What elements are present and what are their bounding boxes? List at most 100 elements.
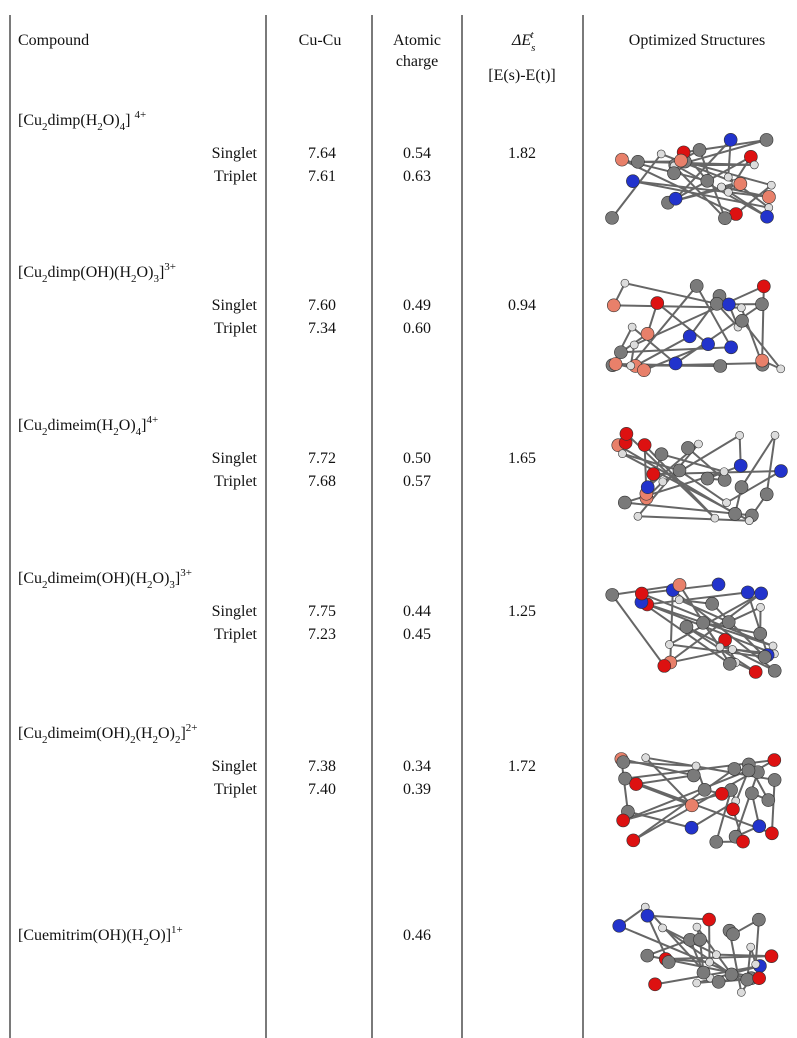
atom: [701, 472, 714, 485]
formula-part: O): [103, 112, 120, 129]
formula-part: dimeim(OH)(H: [48, 570, 148, 587]
atom: [658, 659, 671, 672]
bond: [772, 780, 775, 833]
atom: [607, 299, 620, 312]
bond: [621, 759, 693, 775]
atom: [687, 769, 700, 782]
atom: [725, 341, 738, 354]
atom: [765, 950, 778, 963]
molecule-image: [606, 578, 782, 679]
atom: [638, 439, 651, 452]
atom: [673, 464, 686, 477]
atom: [706, 597, 719, 610]
compound-name: [Cu2dimp(H2O)4] 4+: [18, 109, 146, 133]
atom: [674, 154, 687, 167]
state-label: Singlet: [212, 603, 258, 620]
atom: [662, 956, 675, 969]
compound-name: [Cuemitrim(OH)(H2O)]1+: [18, 924, 183, 948]
atom: [697, 966, 710, 979]
molecule-image: [612, 427, 788, 524]
atom: [734, 459, 747, 472]
atom: [723, 499, 731, 507]
formula-part: 3+: [180, 567, 192, 579]
atom: [722, 298, 735, 311]
charge-value: 0.49: [403, 297, 431, 314]
atom: [768, 773, 781, 786]
formula-part: [Cuemitrim(OH)(H: [18, 927, 144, 944]
cu-cu-value: 7.75: [308, 603, 336, 620]
atom: [712, 975, 725, 988]
charge-value: 0.34: [403, 758, 431, 775]
atom: [725, 968, 738, 981]
atom: [741, 973, 754, 986]
charge-value: 0.39: [403, 781, 431, 798]
atom: [641, 909, 654, 922]
atom: [726, 803, 739, 816]
atom: [728, 762, 741, 775]
atom: [693, 979, 701, 987]
atom: [630, 778, 643, 791]
header-delta: ΔEst: [511, 29, 535, 54]
atom: [761, 210, 774, 223]
atom: [710, 835, 723, 848]
formula-part: O): [153, 570, 170, 587]
atom: [736, 431, 744, 439]
atom: [752, 960, 760, 968]
atom: [724, 173, 732, 181]
bond: [621, 347, 731, 352]
atom: [613, 919, 626, 932]
molecule-image: [606, 133, 776, 224]
delta-base: ΔE: [511, 32, 531, 49]
atom: [712, 951, 720, 959]
atom: [621, 279, 629, 287]
charge-value: 0.46: [403, 927, 431, 944]
atom: [620, 427, 633, 440]
atom: [749, 665, 762, 678]
cu-cu-value: 7.68: [308, 473, 336, 490]
atom: [722, 616, 735, 629]
atom: [615, 153, 628, 166]
header-structures: Optimized Structures: [629, 32, 765, 49]
atom: [760, 488, 773, 501]
atom: [737, 988, 745, 996]
atom: [757, 280, 770, 293]
atom: [683, 330, 696, 343]
atom: [697, 616, 710, 629]
atom: [655, 448, 668, 461]
atom: [681, 441, 694, 454]
atom: [750, 161, 758, 169]
atom: [747, 943, 755, 951]
state-label: Triplet: [214, 626, 258, 643]
state-label: Singlet: [212, 297, 258, 314]
formula-part: O): [137, 264, 154, 281]
table-page: Compound Cu-Cu Atomic charge ΔEst [E(s)-…: [0, 0, 797, 1038]
state-label: Singlet: [212, 145, 258, 162]
atom: [774, 465, 787, 478]
formula-part: ]: [125, 112, 134, 129]
atom: [635, 587, 648, 600]
atom: [710, 297, 723, 310]
formula-part: 4+: [135, 109, 147, 121]
atom: [669, 192, 682, 205]
atom: [692, 762, 700, 770]
atom: [657, 150, 665, 158]
compound-name: [Cu2dimp(OH)(H2O)3]3+: [18, 261, 176, 285]
atom: [651, 297, 664, 310]
charge-value: 0.50: [403, 450, 431, 467]
state-label: Singlet: [212, 450, 258, 467]
atom: [734, 177, 747, 190]
atom: [711, 514, 719, 522]
atom: [758, 650, 771, 663]
charge-value: 0.54: [403, 145, 431, 162]
atom: [667, 167, 680, 180]
atom: [606, 211, 619, 224]
atom: [771, 431, 779, 439]
atom: [665, 640, 673, 648]
state-label: Singlet: [212, 758, 258, 775]
atom: [724, 188, 732, 196]
cu-cu-value: 7.40: [308, 781, 336, 798]
atom: [675, 596, 683, 604]
atom: [727, 928, 740, 941]
atom: [649, 978, 662, 991]
formula-part: O): [158, 725, 175, 742]
